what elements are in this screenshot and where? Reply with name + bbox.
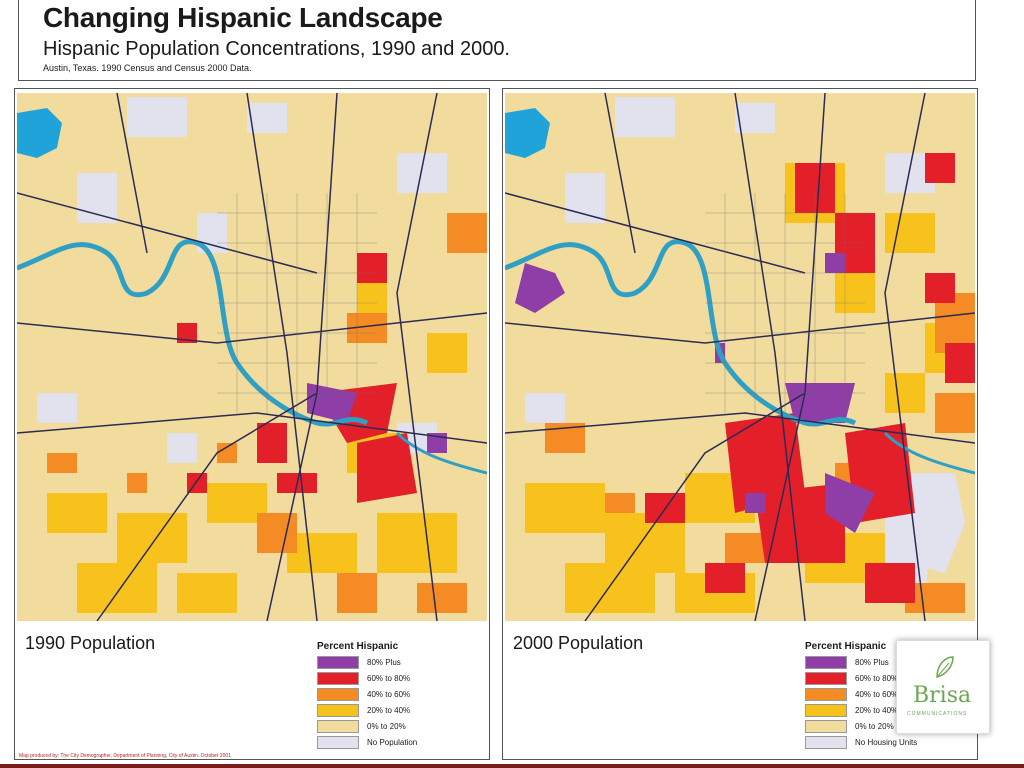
legend-swatch (805, 687, 847, 701)
legend-label: 0% to 20% (367, 721, 406, 731)
panel-year-label: 1990 Population (25, 633, 156, 653)
legend-label: 80% Plus (367, 657, 401, 667)
legend-item: No Housing Units (805, 734, 975, 750)
legend-swatch (805, 719, 847, 733)
legend-swatch (317, 671, 359, 685)
legend-item: 20% to 40% (317, 702, 487, 718)
legend-item: 0% to 20% (805, 718, 975, 734)
legend-swatch (805, 735, 847, 749)
slide-right-margin (1004, 0, 1024, 768)
legend-label: 20% to 40% (855, 705, 899, 715)
legend-item: 80% Plus (317, 654, 487, 670)
map-1990 (17, 93, 487, 621)
map-2000-graphic (505, 93, 975, 621)
legend-swatch (317, 719, 359, 733)
legend-swatch (317, 703, 359, 717)
slide-edge (0, 0, 10, 768)
logo-tagline: COMMUNICATIONS (907, 711, 968, 717)
leaf-icon (936, 656, 954, 678)
legend-item: 20% to 40% (805, 702, 975, 718)
legend-item: 40% to 60% (317, 686, 487, 702)
header: Changing Hispanic Landscape Hispanic Pop… (18, 0, 976, 81)
legend: Percent Hispanic 80% Plus 60% to 80% 40%… (805, 641, 975, 750)
legend: Percent Hispanic 80% Plus 60% to 80% 40%… (317, 641, 487, 750)
legend-swatch (805, 655, 847, 669)
legend-swatch (317, 687, 359, 701)
page-subtitle: Hispanic Population Concentrations, 1990… (43, 38, 510, 60)
panel-1990: 1990 Population Percent Hispanic 80% Plu… (14, 88, 490, 760)
logo-wordmark: Brisa (913, 683, 972, 708)
brisa-logo: Brisa COMMUNICATIONS (896, 640, 990, 734)
data-source-note: Austin, Texas. 1990 Census and Census 20… (43, 63, 252, 73)
legend-item: 80% Plus (805, 654, 975, 670)
legend-swatch (805, 703, 847, 717)
legend-label: 80% Plus (855, 657, 889, 667)
legend-label: 40% to 60% (367, 689, 411, 699)
legend-title: Percent Hispanic (805, 641, 887, 652)
legend-label: 0% to 20% (855, 721, 894, 731)
legend-swatch (805, 671, 847, 685)
legend-item: 60% to 80% (805, 670, 975, 686)
legend-label: 20% to 40% (367, 705, 411, 715)
legend-label: No Housing Units (855, 737, 918, 747)
legend-swatch (317, 655, 359, 669)
legend-label: 60% to 80% (367, 673, 411, 683)
bottom-rule (0, 764, 1024, 768)
legend-title: Percent Hispanic (317, 641, 399, 652)
legend-label: No Population (367, 737, 418, 747)
legend-item: 60% to 80% (317, 670, 487, 686)
page-title: Changing Hispanic Landscape (43, 2, 443, 33)
legend-item: 40% to 60% (805, 686, 975, 702)
legend-item: No Population (317, 734, 487, 750)
legend-item: 0% to 20% (317, 718, 487, 734)
legend-swatch (317, 735, 359, 749)
map-1990-graphic (17, 93, 487, 621)
panel-year-label: 2000 Population (513, 633, 644, 653)
legend-label: 60% to 80% (855, 673, 899, 683)
map-2000 (505, 93, 975, 621)
map-credit: Map produced by: The City Demographer, D… (19, 753, 231, 759)
legend-label: 40% to 60% (855, 689, 899, 699)
